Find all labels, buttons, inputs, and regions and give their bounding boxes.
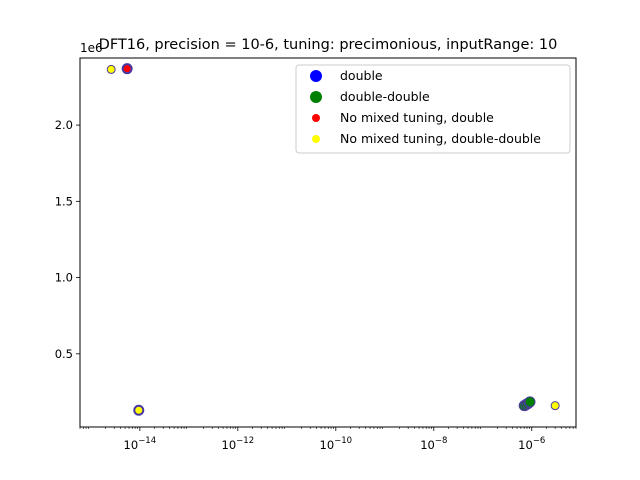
y-tick-label: 1.5 [55, 194, 73, 208]
chart-title: DFT16, precision = 10-6, tuning: precimo… [99, 37, 558, 53]
y-tick-label: 0.5 [55, 347, 73, 361]
legend-entry: double [340, 68, 383, 83]
x-axis: 10−14 10−12 10−10 10−8 10−6 [79, 427, 577, 452]
y-tick-label: 1.0 [55, 271, 73, 285]
legend-marker [310, 91, 322, 103]
legend-box [295, 64, 571, 154]
data-points [106, 63, 560, 416]
point-series-3 [106, 64, 116, 74]
legend-marker [312, 135, 320, 143]
legend-marker [310, 70, 322, 82]
legend-marker [312, 114, 320, 122]
y-offset-label: 1e6 [80, 41, 103, 55]
legend-entry: No mixed tuning, double [340, 110, 494, 125]
legend-entry: No mixed tuning, double-double [340, 131, 541, 146]
legend-entry: double-double [340, 89, 430, 104]
x-tick-label: 10−14 [124, 436, 157, 452]
y-tick-label: 2.0 [55, 118, 73, 132]
point-series-3 [550, 401, 560, 411]
legend: double double-double No mixed tuning, doub… [295, 64, 571, 154]
point-series-2 [122, 64, 132, 74]
point-series-3 [134, 405, 144, 415]
x-tick-label: 10−6 [518, 436, 545, 452]
point-series-1 [524, 396, 536, 408]
y-axis: 0.5 1.0 1.5 2.0 [55, 118, 80, 361]
x-tick-label: 10−12 [222, 436, 255, 452]
x-tick-label: 10−10 [320, 436, 353, 452]
x-tick-label: 10−8 [420, 436, 447, 452]
